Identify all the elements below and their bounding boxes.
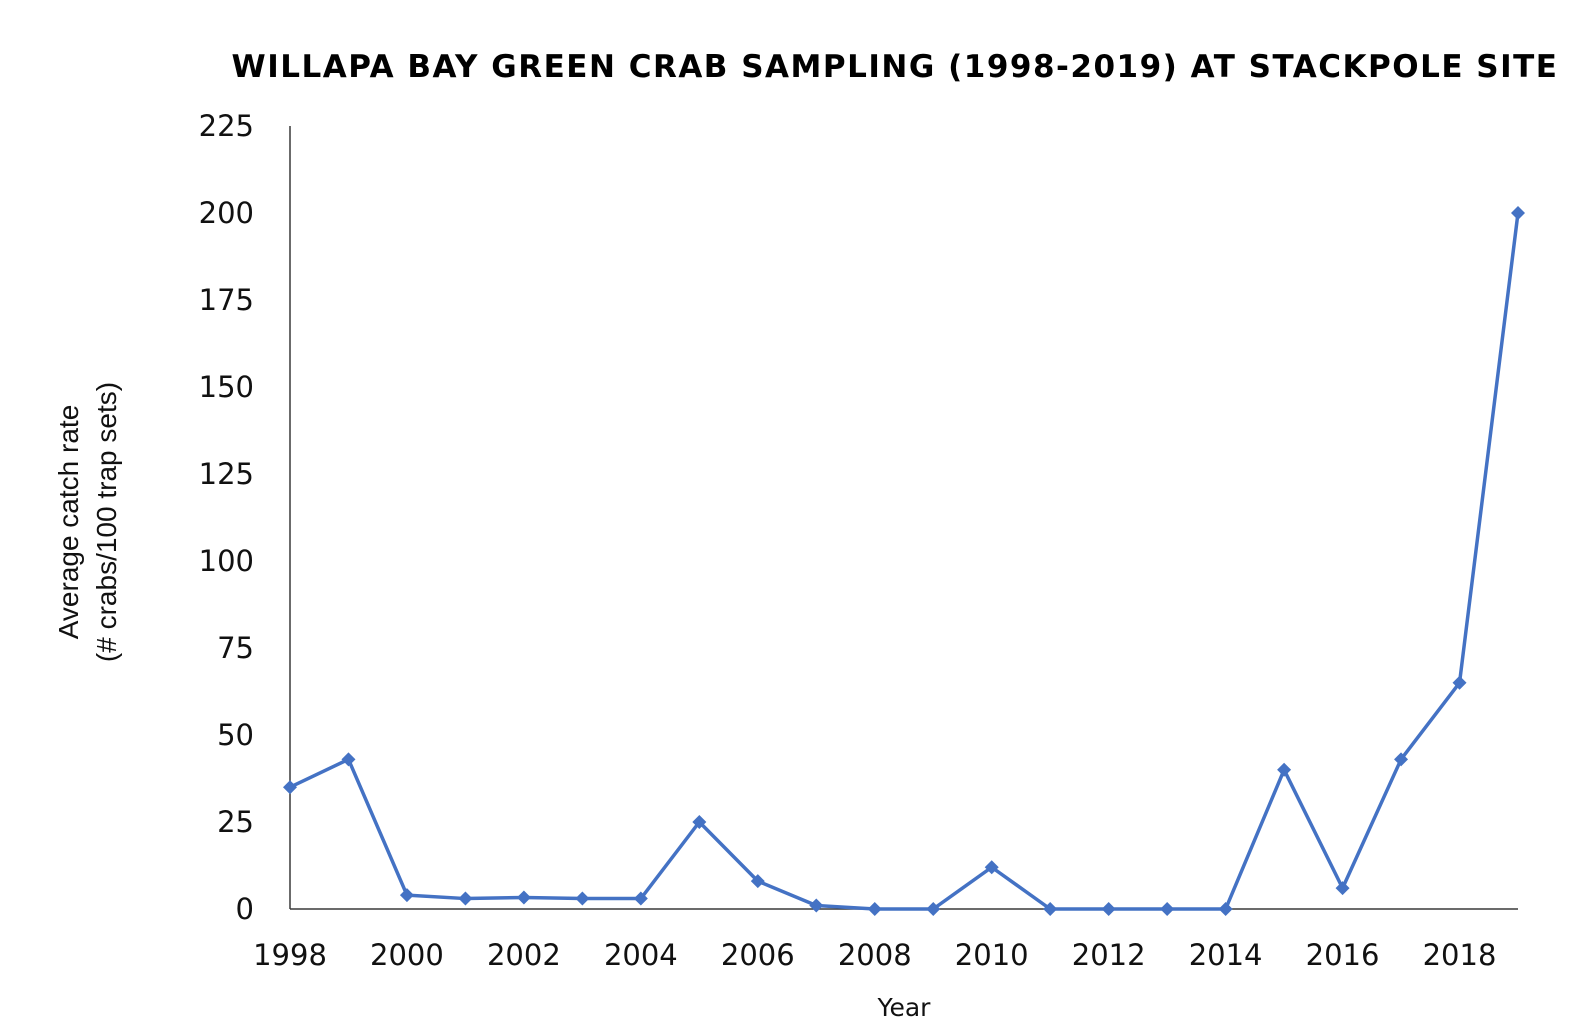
x-tick-label: 2002 [487, 938, 561, 972]
y-axis-title-line-2: (# crabs/100 trap sets) [91, 382, 122, 662]
data-point-2016 [1335, 881, 1350, 896]
y-tick-label: 125 [199, 457, 254, 491]
data-point-2011 [1043, 902, 1058, 916]
y-tick-label: 25 [217, 805, 254, 839]
x-axis-title: Year [877, 993, 932, 1022]
x-tick-label: 2000 [370, 938, 444, 972]
y-tick-label: 75 [217, 631, 254, 665]
x-tick-label: 2004 [604, 938, 678, 972]
data-point-1998 [283, 780, 297, 795]
data-point-2009 [926, 902, 941, 916]
series-catch-rate [283, 206, 1525, 916]
data-point-2008 [867, 902, 882, 916]
y-tick-label: 200 [199, 196, 254, 230]
y-tick-label: 175 [199, 283, 254, 317]
x-tick-label: 2010 [955, 938, 1029, 972]
x-tick-label: 2018 [1423, 938, 1497, 972]
data-point-2013 [1160, 902, 1175, 916]
x-tick-label: 2006 [721, 938, 795, 972]
data-point-2012 [1101, 902, 1116, 916]
data-point-2001 [458, 891, 473, 906]
data-point-2010 [984, 860, 999, 875]
y-tick-label: 150 [199, 370, 254, 404]
data-point-1999 [341, 752, 356, 767]
x-tick-label: 2016 [1306, 938, 1380, 972]
y-axis-title: Average catch rate (# crabs/100 trap set… [53, 382, 122, 662]
data-point-2014 [1218, 902, 1233, 916]
y-tick-label: 225 [199, 109, 254, 143]
y-axis-title-line-1: Average catch rate [53, 405, 84, 640]
x-tick-label: 2008 [838, 938, 912, 972]
data-point-2005 [692, 815, 707, 829]
series-line [289, 212, 1520, 911]
data-point-2017 [1394, 752, 1409, 767]
y-tick-label: 0 [236, 892, 254, 926]
y-tick-label: 50 [217, 718, 254, 752]
data-point-2006 [750, 874, 765, 889]
data-point-2002 [516, 890, 531, 905]
data-point-2003 [575, 891, 590, 906]
y-axis-ticks: 0 25 50 75 100 125 150 175 200 225 [199, 109, 254, 926]
data-point-2000 [399, 888, 414, 903]
y-tick-label: 100 [199, 544, 254, 578]
x-tick-label: 1998 [253, 938, 327, 972]
data-point-2018 [1452, 675, 1467, 690]
x-tick-label: 2012 [1072, 938, 1146, 972]
data-point-2015 [1277, 762, 1292, 777]
chart-title: WILLAPA BAY GREEN CRAB SAMPLING (1998-20… [232, 49, 1559, 85]
x-tick-label: 2014 [1189, 938, 1263, 972]
x-axis-ticks: 1998 2000 2002 2004 2006 2008 2010 2012 2014 2016… [253, 938, 1496, 972]
data-point-2019 [1511, 206, 1525, 220]
data-point-2004 [633, 891, 648, 906]
data-point-2007 [809, 898, 824, 913]
